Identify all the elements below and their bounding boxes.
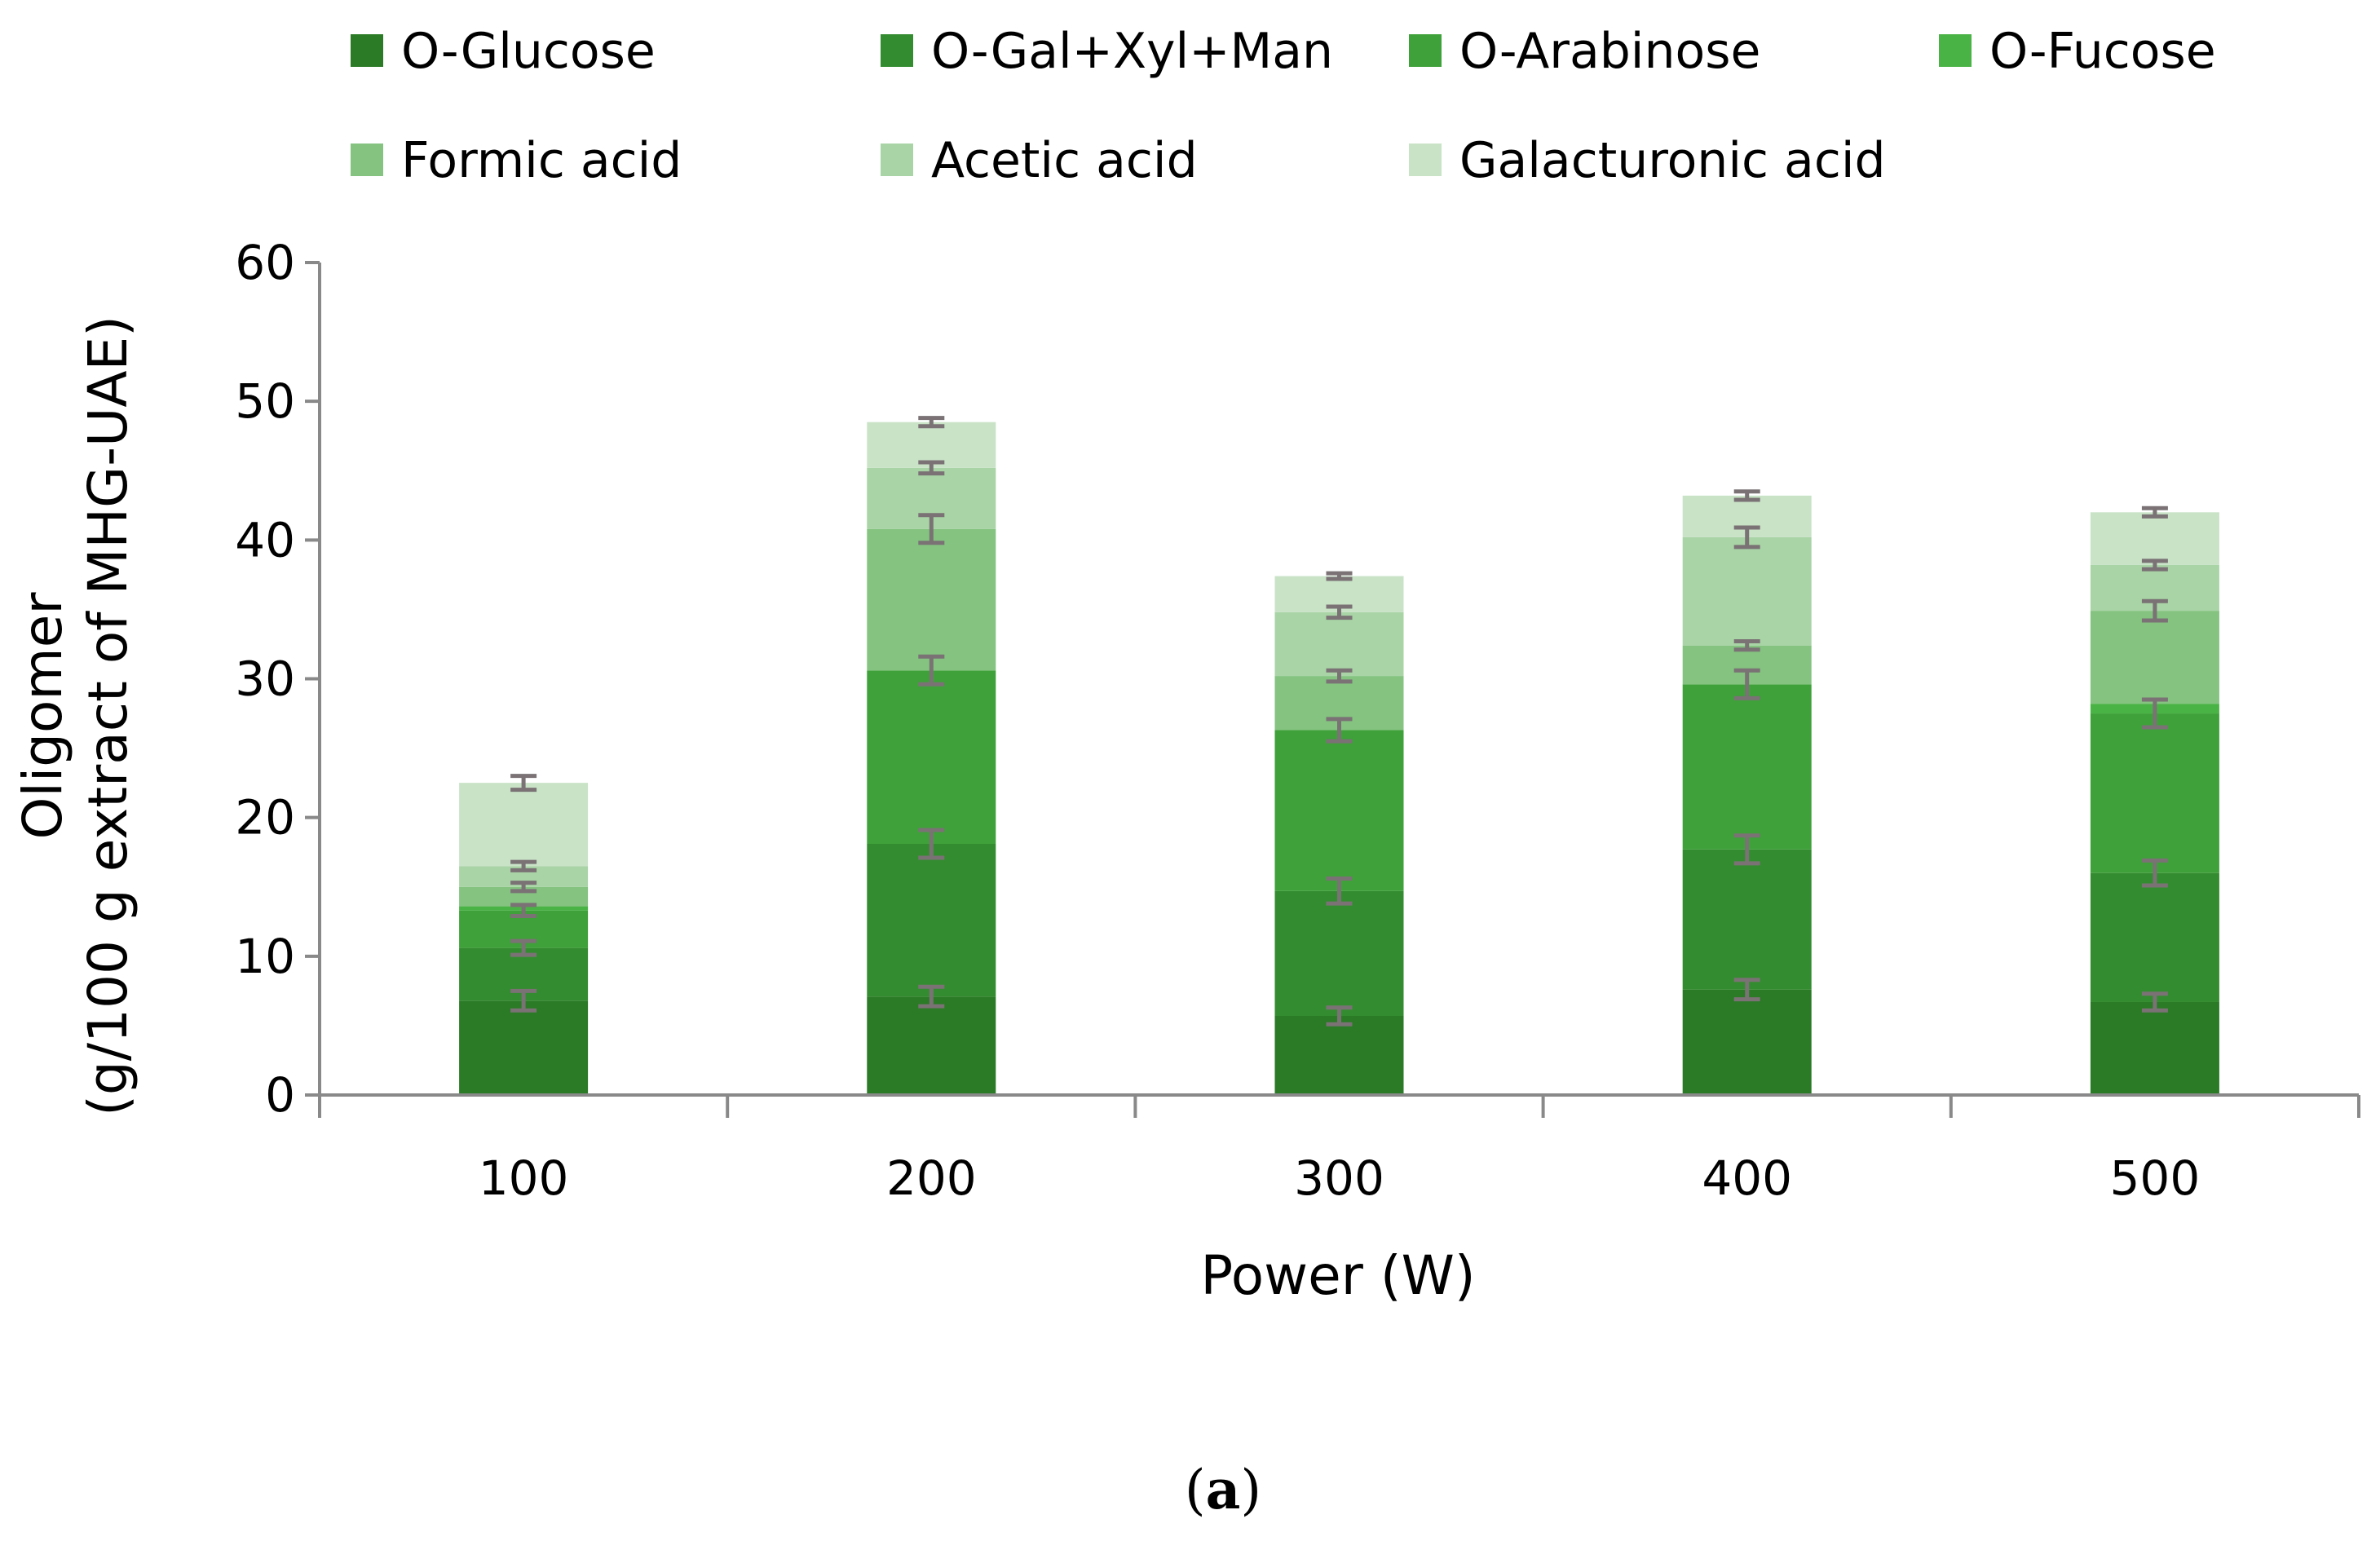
bar-segment [2090,713,2219,873]
bar-segment [2090,611,2219,704]
bar-segment [2090,872,2219,1002]
legend: O-Glucose O-Gal+Xyl+Man O-Arabinose O-Fucos… [351,23,2216,189]
y-tick-label: 60 [235,235,295,290]
x-tick-label: 200 [886,1150,977,1206]
legend-label: Acetic acid [931,132,1198,189]
legend-label: O-Glucose [401,23,656,80]
y-tick-label: 40 [235,512,295,567]
bar-segment [1682,849,1812,990]
bar-segment [1274,1016,1404,1095]
bar-segment [867,843,996,997]
bar-segment [1274,730,1404,891]
legend-label: O-Fucose [1989,23,2216,80]
x-axis-title: Power (W) [1200,1244,1475,1307]
legend-swatch [881,34,913,67]
bar-segment [1682,684,1812,850]
error-bars-group [510,416,2168,1027]
panel-label: (a) [1185,1458,1261,1521]
y-tick-label: 10 [235,929,295,984]
legend-swatch [1409,144,1442,176]
bar-segment [459,783,589,867]
bar-segment [1274,890,1404,1017]
legend-swatch [1939,34,1972,67]
bar-segment [1274,612,1404,677]
x-tick-label: 300 [1294,1150,1384,1206]
y-tick-label: 30 [235,651,295,707]
legend-label: Galacturonic acid [1459,132,1886,189]
bar-segment [459,1000,589,1095]
y-axis-title-line1: Oligomer [11,592,74,840]
legend-label: Formic acid [401,132,682,189]
bar-segment [1682,536,1812,646]
legend-swatch [351,34,383,67]
bar-segment [459,886,589,907]
y-tick-label: 20 [235,790,295,846]
bar-segment [1682,989,1812,1095]
bar-segment [2090,512,2219,565]
legend-label: O-Gal+Xyl+Man [931,23,1333,80]
legend-swatch [1409,34,1442,67]
x-tick-label: 500 [2110,1150,2201,1206]
bars-group [459,422,2219,1095]
bar-segment [2090,1001,2219,1095]
x-tick-label: 100 [479,1150,569,1206]
y-tick-label: 50 [235,373,295,429]
bar-segment [867,422,996,468]
legend-swatch [351,144,383,176]
y-axis-title-line2: (g/100 g extract of MHG-UAE) [77,316,139,1116]
bar-segment [867,528,996,671]
axes-group: 0 10 20 30 40 50 60 100 200 300 400 500 [235,235,2360,1206]
legend-swatch [881,144,913,176]
bar-segment [867,996,996,1095]
x-tick-label: 400 [1702,1150,1792,1206]
legend-label: O-Arabinose [1459,23,1760,80]
bar-segment [867,670,996,844]
y-tick-label: 0 [265,1067,295,1123]
